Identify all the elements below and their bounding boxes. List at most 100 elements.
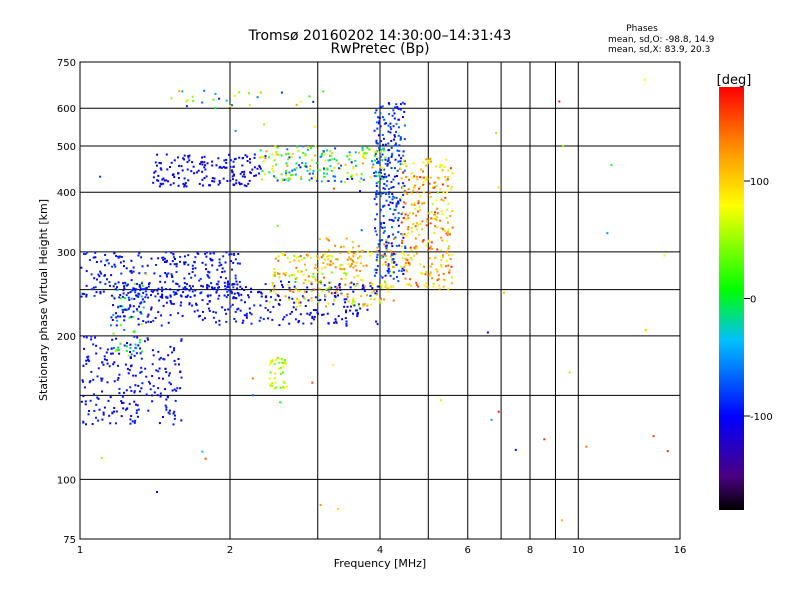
data-point: [119, 261, 122, 264]
data-point: [238, 281, 241, 283]
data-point: [116, 289, 119, 292]
data-point: [356, 283, 359, 286]
data-point: [397, 107, 400, 110]
data-point: [271, 358, 274, 361]
data-point: [376, 323, 379, 326]
data-point: [300, 176, 303, 179]
data-point: [387, 149, 390, 152]
data-point: [209, 257, 212, 260]
data-point: [296, 289, 299, 292]
data-point: [353, 304, 356, 307]
data-point: [331, 255, 334, 258]
data-point: [146, 337, 149, 340]
data-point: [359, 278, 362, 281]
data-point: [126, 309, 129, 311]
data-point: [83, 335, 85, 338]
data-point: [276, 224, 279, 227]
data-point: [176, 283, 179, 286]
data-point: [169, 295, 172, 298]
data-point: [404, 247, 407, 249]
data-point: [388, 196, 391, 198]
data-point: [387, 159, 390, 162]
data-point: [271, 165, 274, 168]
data-point: [223, 270, 226, 273]
data-point: [128, 316, 131, 319]
data-point: [184, 295, 187, 298]
data-point: [125, 389, 128, 392]
data-point: [225, 166, 228, 169]
data-point: [217, 157, 220, 160]
data-point: [395, 196, 398, 199]
data-point: [394, 144, 397, 147]
data-point: [348, 250, 351, 253]
data-point: [171, 389, 174, 392]
data-point: [352, 252, 355, 255]
data-point: [429, 245, 432, 248]
data-point: [436, 212, 439, 215]
data-point: [128, 402, 131, 405]
data-point: [201, 178, 204, 181]
data-point: [245, 185, 248, 188]
data-point: [152, 385, 155, 387]
data-point: [159, 162, 162, 165]
data-point: [434, 218, 437, 221]
data-point: [450, 265, 453, 268]
data-point: [405, 258, 408, 261]
data-point: [208, 285, 211, 288]
data-point: [318, 294, 321, 297]
data-point: [107, 262, 110, 265]
data-point: [395, 204, 398, 207]
data-point: [268, 171, 271, 174]
data-point: [120, 400, 123, 403]
data-point: [374, 218, 377, 221]
data-point: [142, 291, 145, 294]
data-point: [401, 267, 404, 270]
data-point: [332, 363, 335, 366]
data-point: [350, 263, 353, 265]
data-point: [218, 323, 221, 326]
data-point: [174, 291, 177, 294]
data-point: [250, 313, 253, 316]
data-point: [401, 239, 404, 242]
y-tick-label: 750: [57, 58, 76, 69]
x-tick-label: 16: [674, 545, 687, 556]
data-point: [231, 268, 233, 271]
data-point: [383, 226, 386, 229]
data-point: [437, 274, 440, 277]
data-point: [156, 491, 158, 493]
data-point: [164, 404, 167, 407]
data-point: [369, 176, 372, 179]
data-point: [419, 263, 422, 266]
data-point: [186, 294, 189, 297]
data-point: [160, 324, 163, 327]
data-point: [373, 197, 376, 200]
data-point: [384, 188, 387, 191]
data-point: [199, 162, 202, 165]
data-point: [209, 294, 212, 297]
data-point: [388, 270, 391, 273]
data-point: [237, 253, 240, 255]
data-point: [95, 344, 98, 347]
data-point: [169, 288, 172, 291]
data-point: [288, 286, 291, 289]
data-point: [390, 181, 393, 183]
data-point: [418, 205, 421, 208]
data-point: [172, 253, 175, 256]
data-point: [391, 202, 394, 205]
data-point: [360, 177, 363, 180]
data-point: [384, 162, 387, 165]
data-point: [402, 159, 405, 162]
data-point: [227, 294, 229, 296]
data-point: [161, 293, 164, 296]
data-point: [218, 261, 221, 264]
data-point: [136, 404, 139, 407]
data-point: [140, 282, 143, 285]
data-point: [344, 181, 346, 184]
data-point: [435, 199, 438, 202]
data-point: [404, 245, 407, 248]
data-point: [399, 160, 402, 163]
data-point: [380, 286, 383, 289]
data-point: [88, 360, 91, 363]
data-point: [347, 252, 350, 255]
data-point: [445, 260, 448, 263]
